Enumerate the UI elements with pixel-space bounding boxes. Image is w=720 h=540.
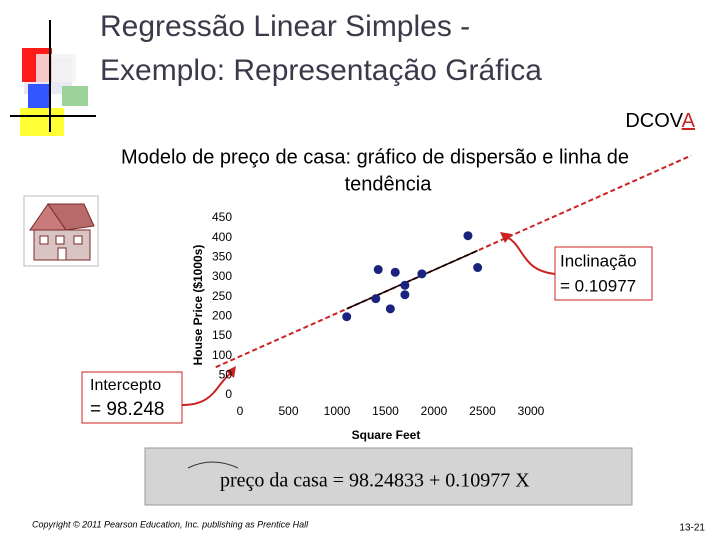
point <box>463 231 473 241</box>
intercept-callout: = 98.248 <box>90 399 165 420</box>
y-tick-label: 100 <box>212 348 232 362</box>
house-icon <box>23 195 99 267</box>
point <box>400 290 410 300</box>
trend-line <box>346 249 478 310</box>
y-tick-label: 350 <box>212 250 232 264</box>
intercept-callout-box <box>81 371 183 424</box>
y-tick-label: 250 <box>212 289 232 303</box>
page-number: 13-21 <box>679 523 705 534</box>
formula-box <box>144 447 633 506</box>
x-tick-label: 500 <box>278 404 298 418</box>
point <box>385 304 395 314</box>
logo-green <box>62 86 88 106</box>
logo-white <box>36 54 76 82</box>
dcova-highlight: A <box>682 110 696 132</box>
point <box>371 294 381 304</box>
y-tick-label: 0 <box>225 387 232 401</box>
x-tick-label: 2500 <box>469 404 496 418</box>
y-tick-label: 200 <box>212 309 232 323</box>
plot-background <box>177 201 553 449</box>
logo-yellow <box>20 108 64 136</box>
title-line: Regressão Linear Simples - <box>100 10 470 43</box>
logo-blue <box>28 84 50 108</box>
dcova: DCOVA <box>625 110 695 132</box>
dcova-main: DCOV <box>625 110 683 132</box>
x-tick-label: 1000 <box>324 404 351 418</box>
copyright: Copyright © 2011 Pearson Education, Inc.… <box>32 519 309 529</box>
formula: preço da casa = 98.24833 + 0.10977 X <box>220 470 530 492</box>
y-tick-label: 150 <box>212 328 232 342</box>
slope-callout: = 0.10977 <box>560 276 636 295</box>
point <box>342 312 352 322</box>
intercept-callout: Intercepto <box>90 377 161 394</box>
subtitle-line: tendência <box>345 173 433 195</box>
slope-callout-box <box>554 246 653 301</box>
arrow-head <box>500 232 512 243</box>
hat-mark <box>187 461 239 469</box>
point <box>373 265 383 275</box>
point <box>390 267 400 277</box>
y-tick-label: 300 <box>212 269 232 283</box>
point <box>400 280 410 290</box>
x-tick-label: 3000 <box>518 404 545 418</box>
x-tick-label: 1500 <box>372 404 399 418</box>
intercept-arrow <box>181 371 233 406</box>
y-tick-label: 450 <box>212 210 232 224</box>
x-tick-label: 0 <box>237 404 244 418</box>
arrow-head <box>226 366 236 378</box>
y-tick-label: 50 <box>219 368 233 382</box>
point <box>417 269 427 279</box>
x-tick-label: 2000 <box>421 404 448 418</box>
title-line: Exemplo: Representação Gráfica <box>100 54 542 87</box>
point <box>473 263 483 273</box>
slope-arrow <box>504 235 556 275</box>
y-tick-label: 400 <box>212 230 232 244</box>
x-axis-label: Square Feet <box>352 428 421 442</box>
subtitle-line: Modelo de preço de casa: gráfico de disp… <box>121 146 629 168</box>
y-axis-label: House Price ($1000s) <box>191 245 205 366</box>
slope-callout: Inclinação <box>560 251 637 270</box>
